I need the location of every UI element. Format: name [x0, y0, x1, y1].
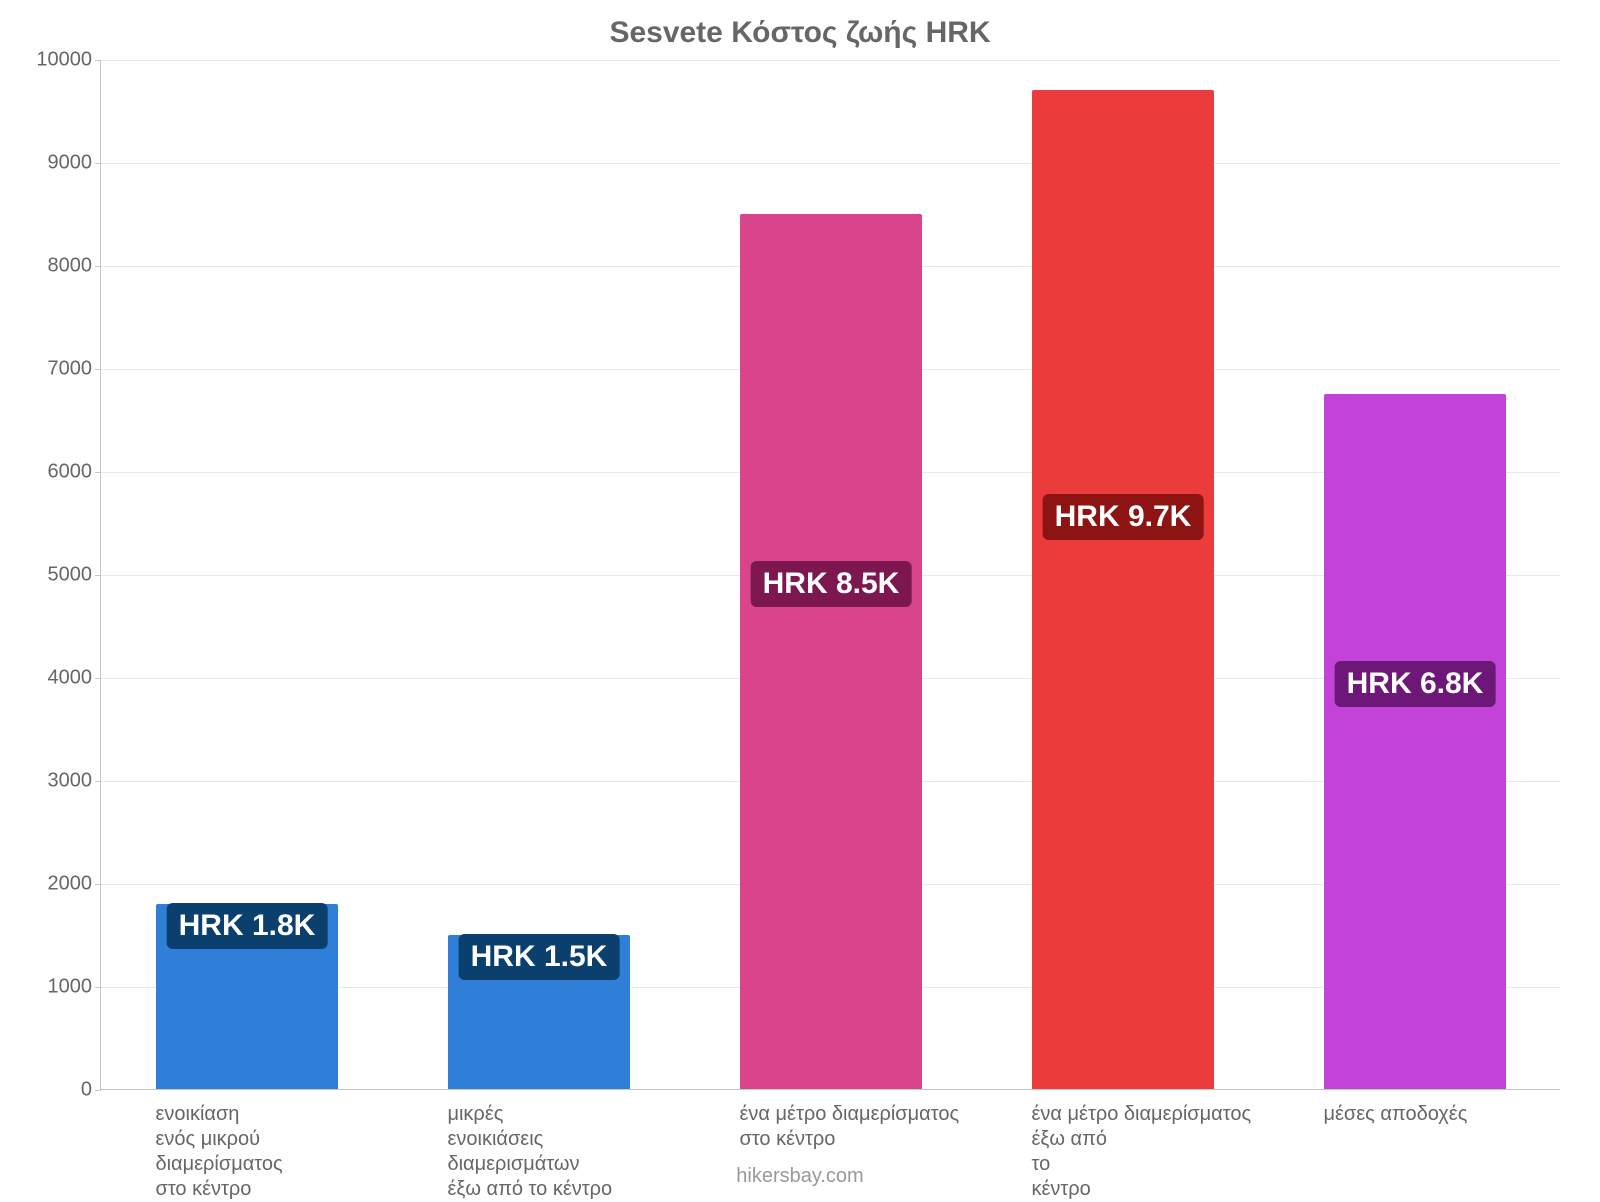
ytick-marker	[95, 163, 101, 164]
ytick-label: 7000	[48, 358, 93, 381]
ytick-marker	[95, 472, 101, 473]
ytick-label: 2000	[48, 873, 93, 896]
category-label: ενοικίασηενός μικρούδιαμερίσματοςστο κέν…	[155, 1102, 416, 1202]
bar-slot: HRK 1.5K	[448, 59, 629, 1089]
ytick-marker	[95, 781, 101, 782]
bar-slot: HRK 8.5K	[740, 59, 921, 1089]
ytick-label: 4000	[48, 667, 93, 690]
plot-area: HRK 1.8K HRK 1.5K HRK 8.5K HRK 9.7K HRK 6.8K	[100, 60, 1560, 1090]
ytick-label: 3000	[48, 770, 93, 793]
ytick-label: 5000	[48, 564, 93, 587]
ytick-label: 9000	[48, 152, 93, 175]
value-badge: HRK 9.7K	[1043, 494, 1204, 540]
category-label: ένα μέτρο διαμερίσματοςέξω απότοκέντρο	[1031, 1102, 1292, 1202]
bar	[740, 214, 921, 1090]
value-badge: HRK 1.5K	[459, 934, 620, 980]
ytick-marker	[95, 266, 101, 267]
category-label: ένα μέτρο διαμερίσματοςστο κέντρο	[739, 1102, 1000, 1152]
bar	[1032, 90, 1213, 1089]
bar-slot: HRK 1.8K	[156, 59, 337, 1089]
ytick-marker	[95, 884, 101, 885]
ytick-label: 6000	[48, 461, 93, 484]
ytick-label: 1000	[48, 976, 93, 999]
bar	[1324, 394, 1505, 1089]
category-label: μέσες αποδοχές	[1323, 1102, 1584, 1127]
chart-title: Sesvete Κόστος ζωής HRK	[0, 16, 1600, 50]
value-badge: HRK 8.5K	[751, 561, 912, 607]
category-label: μικρέςενοικιάσειςδιαμερισμάτωνέξω από το…	[447, 1102, 708, 1202]
ytick-label: 8000	[48, 255, 93, 278]
bar-slot: HRK 6.8K	[1324, 59, 1505, 1089]
ytick-marker	[95, 1090, 101, 1091]
bar-slot: HRK 9.7K	[1032, 59, 1213, 1089]
cost-of-living-chart: Sesvete Κόστος ζωής HRK HRK 1.8K HRK 1.5K…	[0, 0, 1600, 1200]
ytick-marker	[95, 678, 101, 679]
ytick-marker	[95, 575, 101, 576]
ytick-marker	[95, 369, 101, 370]
ytick-label: 10000	[36, 49, 92, 72]
ytick-marker	[95, 60, 101, 61]
value-badge: HRK 1.8K	[167, 903, 328, 949]
ytick-marker	[95, 987, 101, 988]
ytick-label: 0	[81, 1079, 92, 1102]
value-badge: HRK 6.8K	[1335, 661, 1496, 707]
